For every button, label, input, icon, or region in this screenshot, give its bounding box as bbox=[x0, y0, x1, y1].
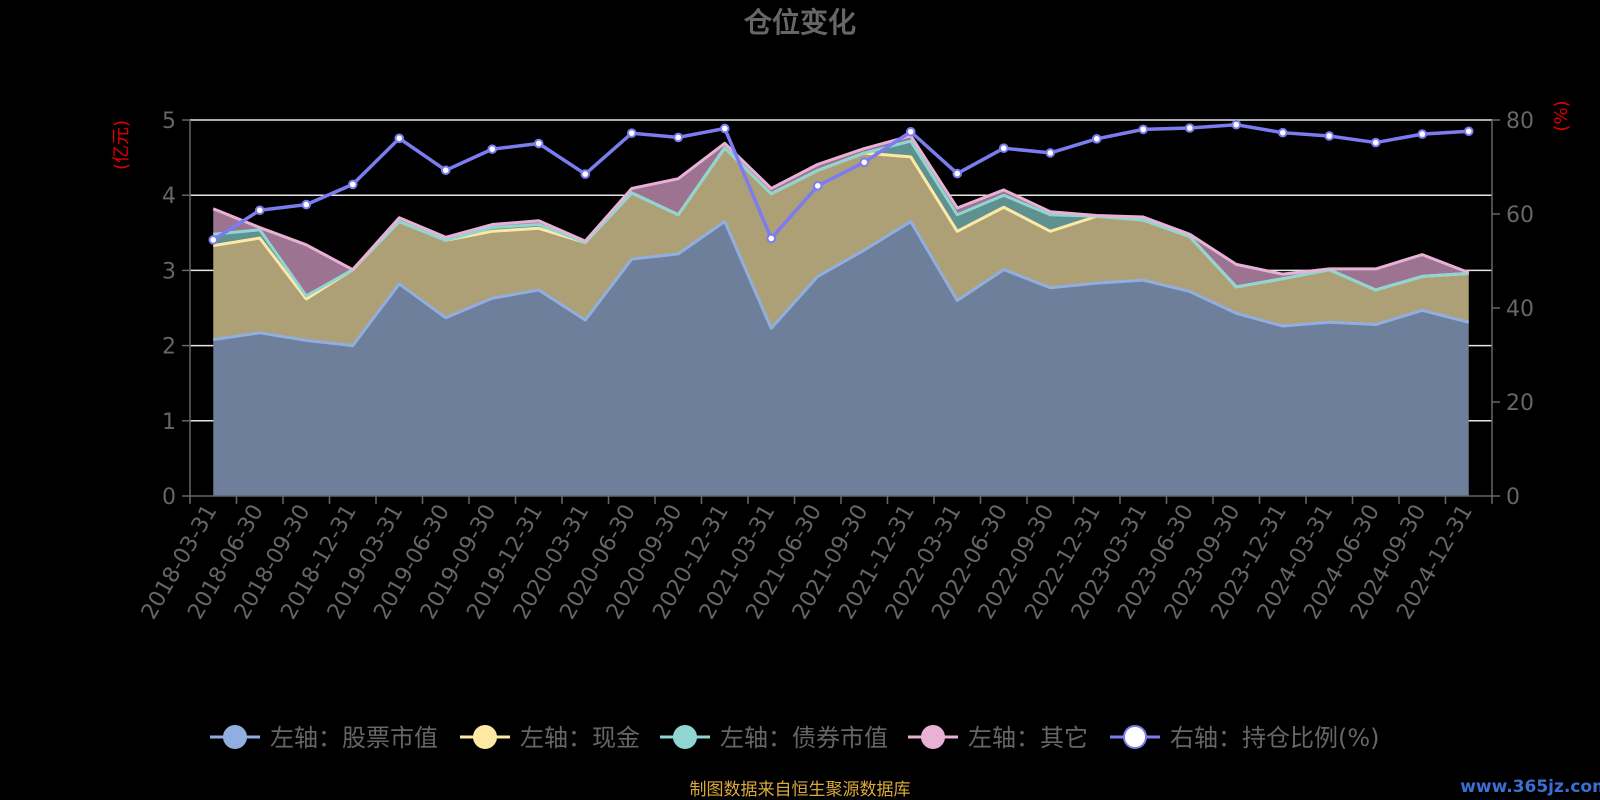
ratio-point bbox=[766, 233, 777, 244]
ratio-point bbox=[1184, 123, 1195, 133]
left-axis-tick-label: 4 bbox=[162, 184, 176, 209]
legend: 左轴：股票市值 左轴：现金 左轴：债券市值 左轴：其它 右轴：持仓比例(%) bbox=[210, 724, 1380, 752]
chart-title: 仓位变化 bbox=[744, 6, 856, 39]
ratio-point bbox=[952, 168, 963, 179]
other-line bbox=[212, 134, 1470, 276]
ratio-point bbox=[1277, 127, 1288, 138]
ratio-line bbox=[212, 122, 1469, 242]
series-lines bbox=[212, 122, 1470, 348]
left-axis-tick-label: 2 bbox=[162, 335, 176, 360]
ratio-point bbox=[394, 133, 405, 144]
ratio-point bbox=[440, 165, 451, 176]
legend-label: 左轴：其它 bbox=[968, 724, 1088, 752]
legend-marker-icon bbox=[473, 725, 497, 749]
legend-marker-icon bbox=[673, 725, 697, 749]
ratio-point bbox=[1045, 148, 1056, 158]
stacked-areas bbox=[213, 135, 1469, 496]
right-axis-tick-label: 0 bbox=[1506, 485, 1520, 510]
legend-label: 左轴：债券市值 bbox=[720, 724, 888, 752]
ratio-point bbox=[859, 157, 870, 168]
legend-marker-icon bbox=[921, 725, 945, 749]
right-axis-unit: (%) bbox=[1551, 100, 1572, 131]
ratio-point bbox=[533, 138, 544, 149]
left-axis-tick-label: 5 bbox=[162, 109, 176, 134]
ratio-point bbox=[673, 132, 684, 143]
ratio-point bbox=[254, 205, 265, 216]
ratio-point bbox=[1138, 124, 1149, 135]
ratio-point bbox=[626, 128, 637, 138]
ratio-point bbox=[347, 179, 358, 190]
ratio-point bbox=[905, 126, 916, 137]
legend-bond: 左轴：债券市值 bbox=[660, 724, 888, 752]
ratio-point bbox=[812, 181, 823, 191]
ratio-point bbox=[1231, 119, 1242, 130]
right-axis-tick-label: 40 bbox=[1506, 297, 1534, 322]
watermark: www.365jz.com bbox=[1460, 777, 1600, 797]
ratio-point bbox=[998, 143, 1009, 153]
right-axis-tick-label: 20 bbox=[1506, 391, 1534, 416]
stock-line bbox=[213, 220, 1470, 348]
data-source-note: 制图数据来自恒生聚源数据库 bbox=[690, 780, 911, 800]
left-axis-tick-label: 1 bbox=[162, 410, 176, 435]
ratio-point bbox=[1324, 131, 1335, 141]
left-axis-tick-label: 3 bbox=[162, 259, 176, 284]
legend-marker-icon bbox=[223, 725, 247, 749]
ratio-point bbox=[1370, 137, 1381, 148]
stock-area bbox=[213, 221, 1469, 496]
left-axis-tick-label: 0 bbox=[162, 485, 176, 510]
ratio-point bbox=[208, 235, 219, 245]
legend-stock: 左轴：股票市值 bbox=[210, 724, 438, 752]
legend-label: 右轴：持仓比例(%) bbox=[1170, 724, 1380, 752]
ratio-point bbox=[487, 144, 498, 154]
ratio-point bbox=[719, 123, 730, 134]
ratio-point bbox=[1463, 126, 1474, 137]
ratio-point bbox=[1091, 134, 1102, 144]
legend-cash: 左轴：现金 bbox=[460, 724, 640, 752]
ratio-points bbox=[208, 119, 1474, 245]
right-axis-tick-label: 80 bbox=[1506, 109, 1534, 134]
ratio-point bbox=[580, 169, 591, 179]
legend-label: 左轴：股票市值 bbox=[270, 724, 438, 752]
cash-area bbox=[213, 147, 1469, 346]
legend-other: 左轴：其它 bbox=[908, 724, 1088, 752]
ratio-point bbox=[301, 199, 312, 210]
right-axis-tick-label: 60 bbox=[1506, 203, 1534, 228]
legend-label: 左轴：现金 bbox=[520, 724, 640, 752]
legend-ratio: 右轴：持仓比例(%) bbox=[1110, 724, 1380, 752]
ratio-point bbox=[1417, 129, 1428, 139]
legend-marker-icon bbox=[1123, 725, 1147, 749]
bond-line bbox=[213, 139, 1469, 298]
left-axis-unit: (亿元) bbox=[111, 120, 132, 170]
